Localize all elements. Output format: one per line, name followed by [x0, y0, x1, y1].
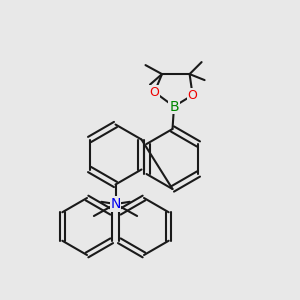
- Text: B: B: [169, 100, 179, 113]
- Text: O: O: [188, 88, 197, 102]
- Text: O: O: [150, 85, 159, 99]
- Text: N: N: [110, 197, 121, 211]
